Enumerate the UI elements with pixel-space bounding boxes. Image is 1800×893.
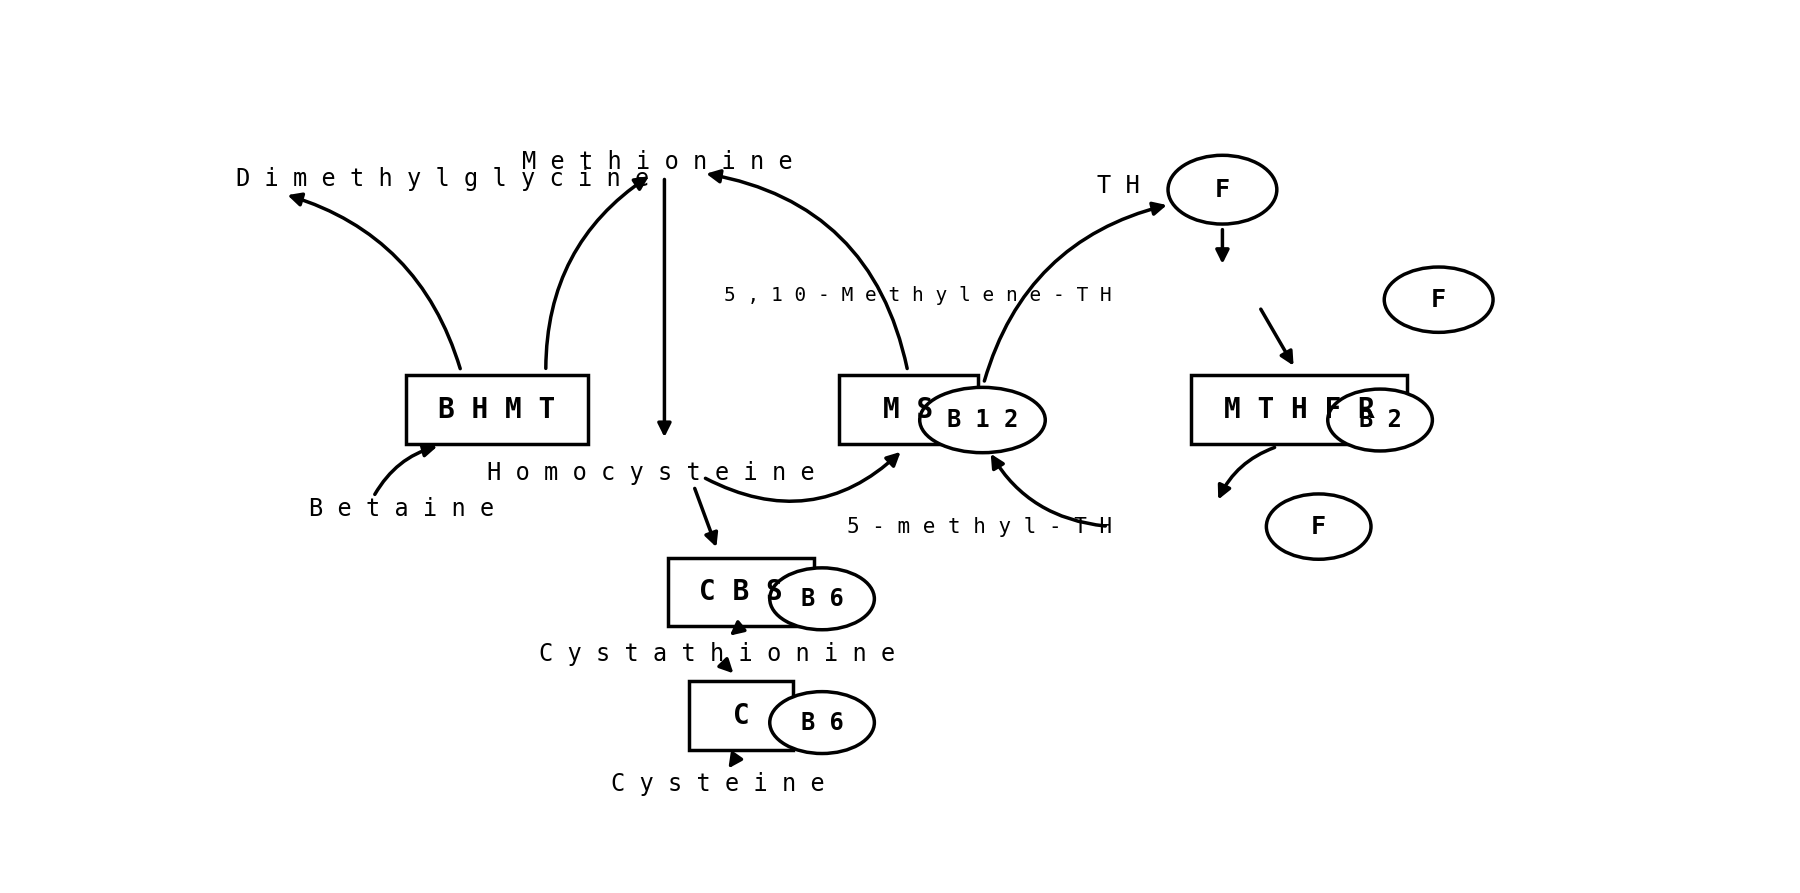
Text: C y s t e i n e: C y s t e i n e xyxy=(610,772,824,797)
Text: 5 - m e t h y l - T H: 5 - m e t h y l - T H xyxy=(848,517,1112,537)
FancyBboxPatch shape xyxy=(839,375,979,444)
Text: D i m e t h y l g l y c i n e: D i m e t h y l g l y c i n e xyxy=(236,167,650,191)
Ellipse shape xyxy=(1267,494,1372,559)
Text: C B S: C B S xyxy=(698,578,783,606)
Ellipse shape xyxy=(1384,267,1492,332)
Text: F: F xyxy=(1310,514,1327,538)
Ellipse shape xyxy=(770,568,875,630)
FancyBboxPatch shape xyxy=(689,681,794,750)
Text: C y s t a t h i o n i n e: C y s t a t h i o n i n e xyxy=(540,642,896,666)
Text: M T H F R: M T H F R xyxy=(1224,396,1375,423)
Text: B H M T: B H M T xyxy=(439,396,556,423)
Text: F: F xyxy=(1431,288,1445,312)
Ellipse shape xyxy=(920,388,1046,453)
Text: B 1 2: B 1 2 xyxy=(947,408,1019,432)
Text: C: C xyxy=(733,702,749,730)
Text: B 6: B 6 xyxy=(801,711,844,735)
Text: M e t h i o n i n e: M e t h i o n i n e xyxy=(522,150,792,174)
FancyBboxPatch shape xyxy=(668,557,814,626)
Ellipse shape xyxy=(1168,155,1276,224)
Text: H o m o c y s t e i n e: H o m o c y s t e i n e xyxy=(486,461,814,485)
Text: B 2: B 2 xyxy=(1359,408,1402,432)
FancyBboxPatch shape xyxy=(407,375,587,444)
Text: B 6: B 6 xyxy=(801,587,844,611)
Text: F: F xyxy=(1215,178,1229,202)
Ellipse shape xyxy=(770,691,875,754)
Text: T H: T H xyxy=(1098,173,1139,197)
FancyBboxPatch shape xyxy=(1192,375,1408,444)
Text: B e t a i n e: B e t a i n e xyxy=(310,497,493,522)
Ellipse shape xyxy=(1328,389,1433,451)
Text: 5 , 1 0 - M e t h y l e n e - T H: 5 , 1 0 - M e t h y l e n e - T H xyxy=(724,286,1112,305)
Text: M S: M S xyxy=(884,396,934,423)
